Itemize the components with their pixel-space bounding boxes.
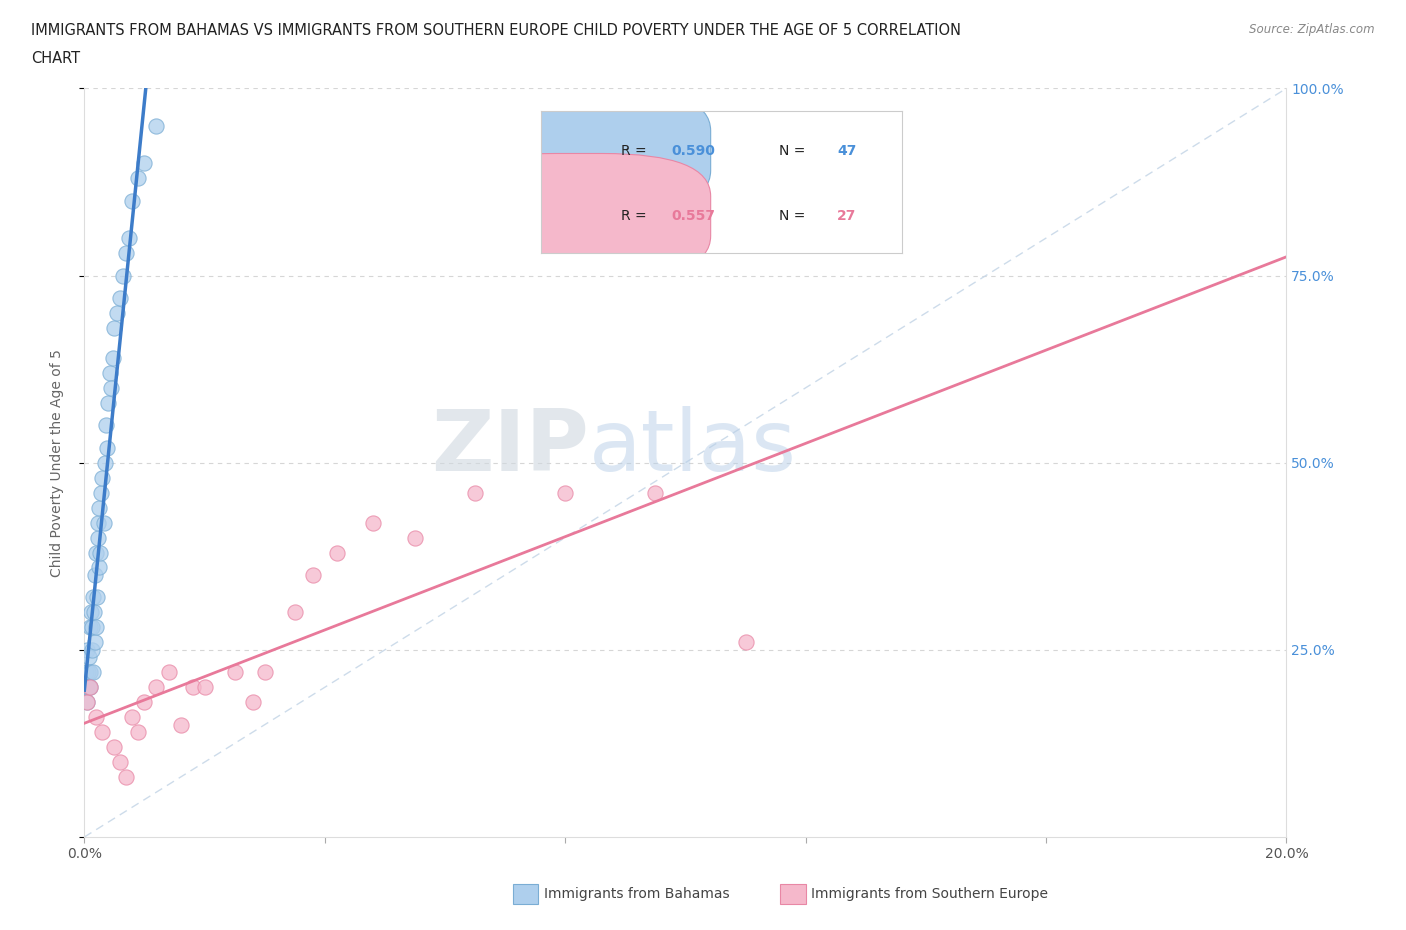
Point [127, 171, 149, 186]
Point [169, 717, 191, 732]
Point [98, 365, 121, 380]
Point [145, 118, 167, 133]
Point [112, 268, 135, 283]
Point [121, 710, 143, 724]
Point [734, 635, 756, 650]
Point [86, 590, 108, 604]
Point [75, 665, 97, 680]
Point [89, 545, 111, 560]
Text: Immigrants from Southern Europe: Immigrants from Southern Europe [811, 886, 1049, 901]
Point [134, 695, 156, 710]
Point [97, 395, 120, 410]
Point [118, 231, 141, 246]
Point [77, 665, 100, 680]
Point [301, 567, 323, 582]
Point [82, 590, 104, 604]
Point [77, 650, 100, 665]
Text: atlas: atlas [589, 406, 797, 489]
Point [79, 620, 101, 635]
Point [326, 545, 349, 560]
Point [110, 290, 132, 305]
Point [464, 485, 486, 500]
Point [284, 605, 307, 620]
Point [93, 515, 115, 530]
Point [79, 680, 101, 695]
Text: Immigrants from Bahamas: Immigrants from Bahamas [544, 886, 730, 901]
Point [242, 695, 264, 710]
Point [89, 500, 111, 515]
Point [82, 665, 104, 680]
Point [94, 456, 117, 471]
Point [79, 680, 101, 695]
Point [110, 755, 132, 770]
Text: Source: ZipAtlas.com: Source: ZipAtlas.com [1250, 23, 1375, 36]
Point [76, 643, 98, 658]
Point [86, 545, 108, 560]
Point [96, 440, 118, 455]
Point [103, 321, 125, 336]
Point [181, 680, 204, 695]
Point [86, 710, 108, 724]
Y-axis label: Child Poverty Under the Age of 5: Child Poverty Under the Age of 5 [49, 349, 63, 577]
Point [194, 680, 217, 695]
Point [90, 485, 112, 500]
Point [82, 620, 104, 635]
Point [80, 605, 103, 620]
Text: CHART: CHART [31, 51, 80, 66]
Point [103, 739, 125, 754]
Point [84, 620, 107, 635]
Point [91, 724, 114, 739]
Point [107, 306, 129, 321]
Point [83, 635, 105, 650]
Point [134, 156, 156, 171]
Point [76, 680, 98, 695]
Point [404, 530, 426, 545]
Point [121, 193, 143, 208]
Point [76, 695, 98, 710]
Point [91, 471, 114, 485]
Point [361, 515, 384, 530]
Point [94, 418, 117, 432]
Point [86, 530, 108, 545]
Point [87, 560, 110, 575]
Point [83, 605, 105, 620]
Point [76, 695, 98, 710]
Point [127, 724, 149, 739]
Point [224, 665, 246, 680]
Text: IMMIGRANTS FROM BAHAMAS VS IMMIGRANTS FROM SOUTHERN EUROPE CHILD POVERTY UNDER T: IMMIGRANTS FROM BAHAMAS VS IMMIGRANTS FR… [31, 23, 960, 38]
Point [103, 351, 125, 365]
Point [115, 246, 138, 260]
Point [100, 380, 122, 395]
Text: ZIP: ZIP [432, 406, 589, 489]
Point [115, 770, 138, 785]
Point [253, 665, 276, 680]
Point [80, 643, 103, 658]
Point [79, 665, 101, 680]
Point [145, 680, 167, 695]
Point [554, 485, 576, 500]
Point [75, 680, 97, 695]
Point [644, 485, 666, 500]
Point [87, 515, 110, 530]
Point [84, 567, 107, 582]
Point [77, 680, 100, 695]
Point [157, 665, 180, 680]
